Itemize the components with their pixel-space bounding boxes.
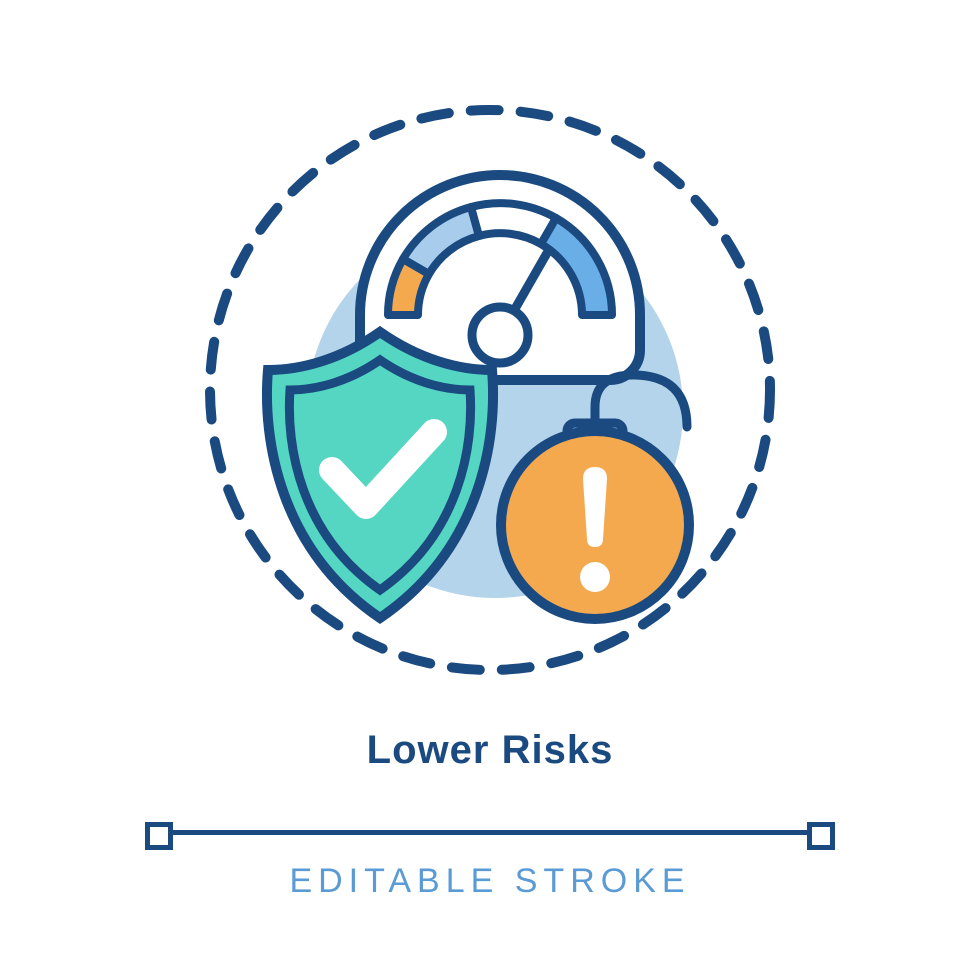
- infographic-icon: Lower Risks EDITABLE STROKE: [0, 0, 980, 980]
- handle-icon: [807, 822, 835, 850]
- subtitle-label: EDITABLE STROKE: [0, 862, 980, 901]
- handle-icon: [145, 822, 173, 850]
- exclaim-dot: [580, 562, 610, 592]
- title-label: Lower Risks: [0, 728, 980, 773]
- divider-line: [150, 822, 830, 842]
- illustration: [190, 90, 790, 690]
